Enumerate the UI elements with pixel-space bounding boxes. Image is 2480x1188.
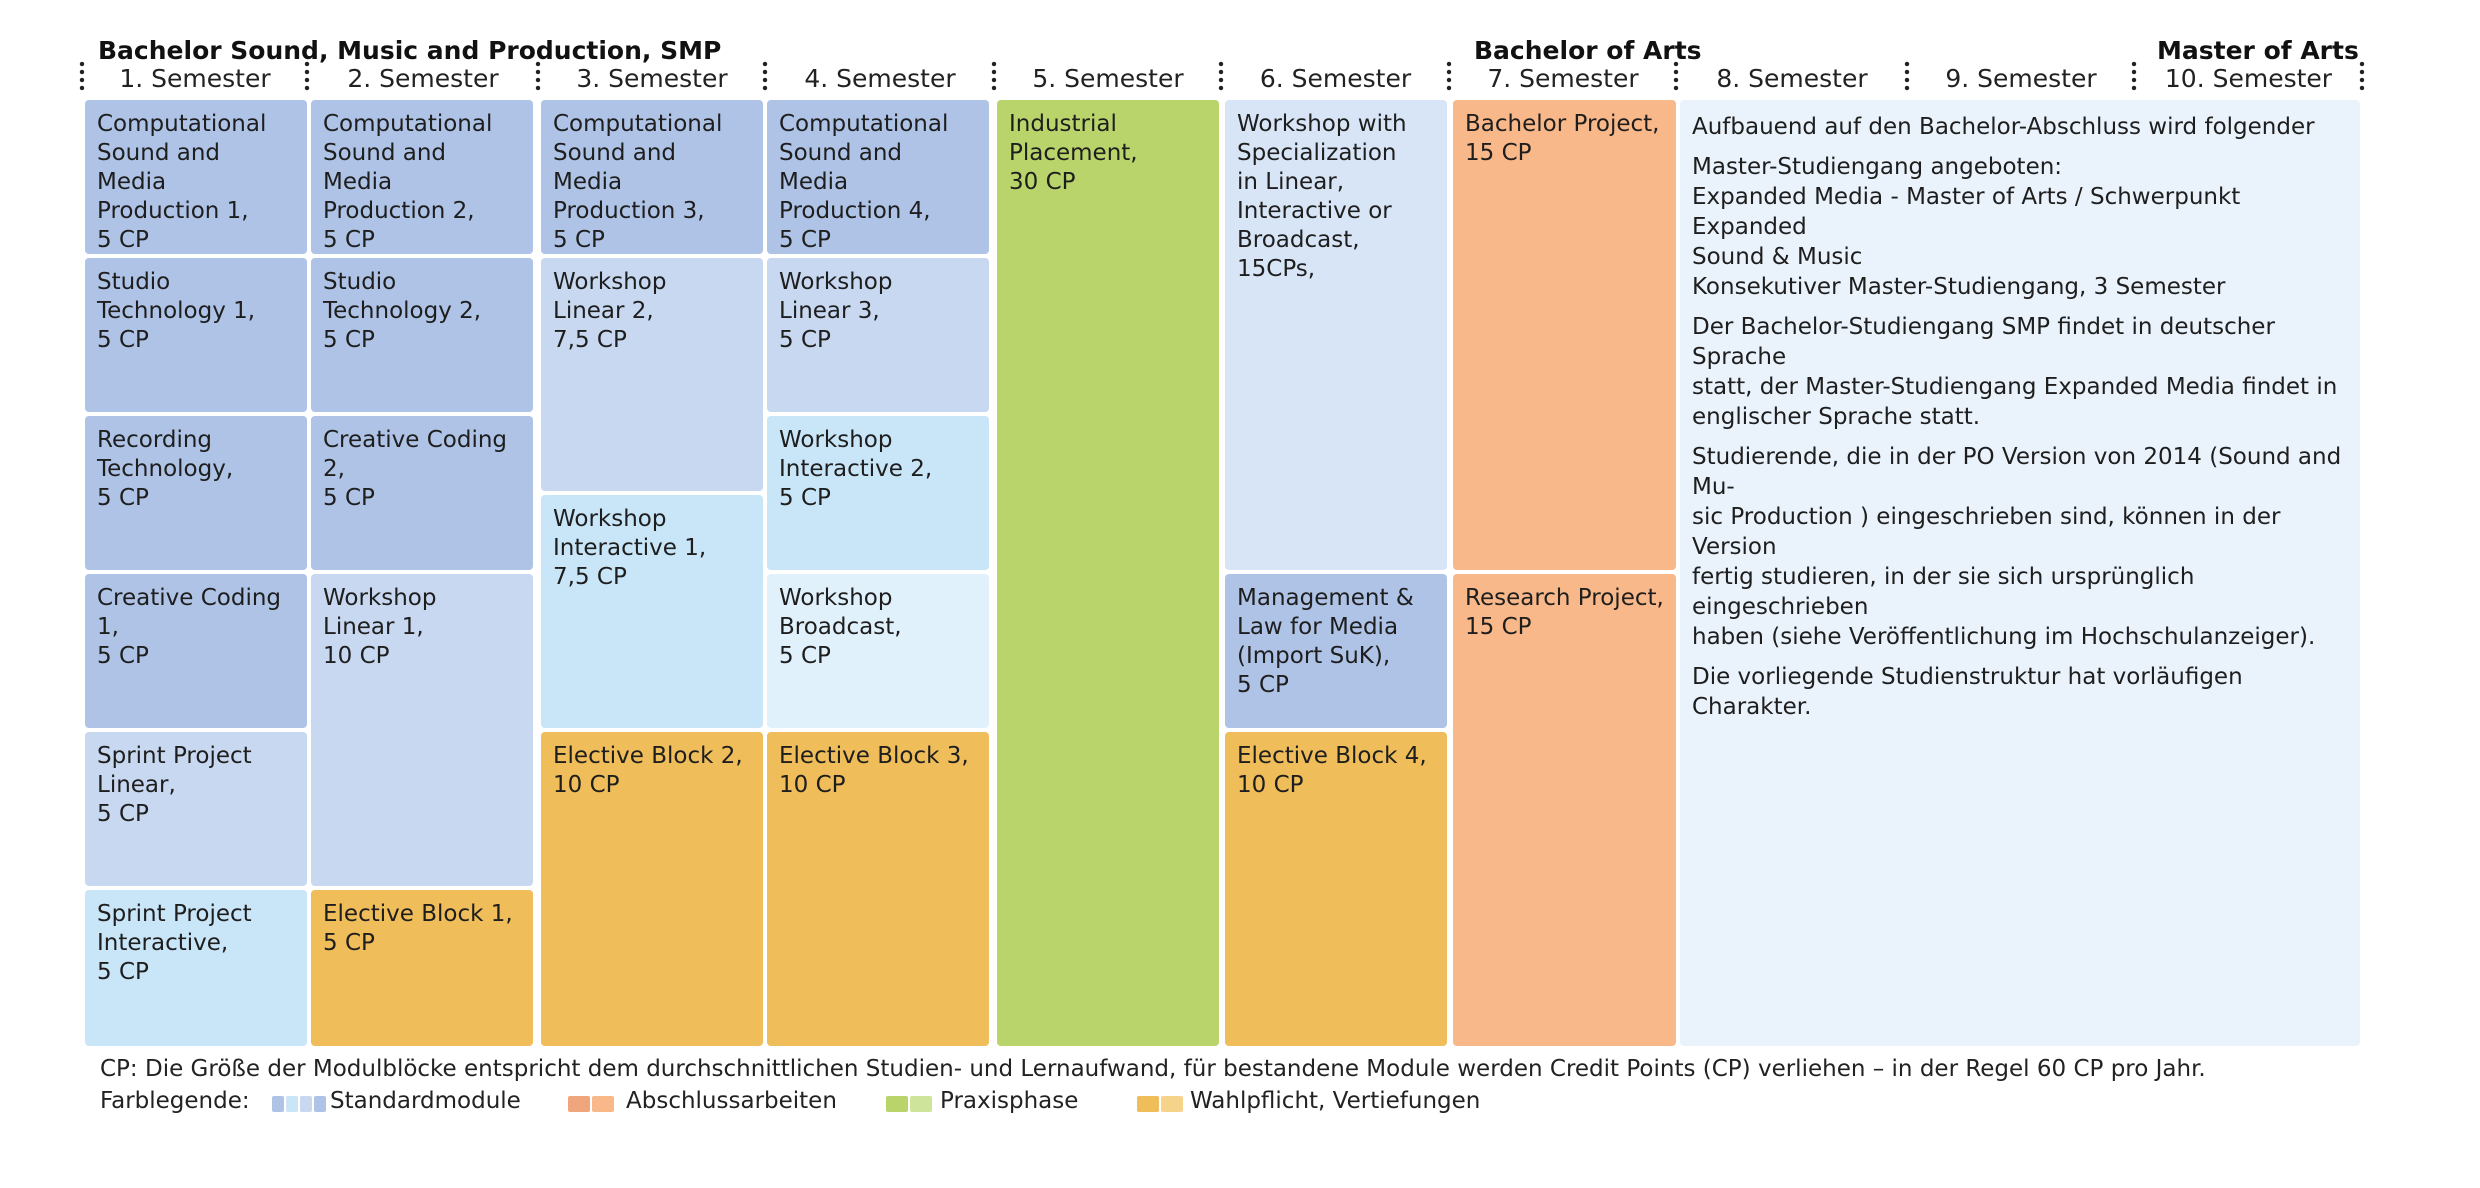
semester-divider: [1904, 60, 1910, 92]
semester-divider: [1218, 60, 1224, 92]
module-bachelor-project: Bachelor Project, 15 CP: [1453, 100, 1676, 570]
master-info-paragraph: Master-Studiengang angeboten: Expanded M…: [1692, 154, 2241, 300]
module-sprint-project-interactive: Sprint Project Interactive, 5 CP: [85, 890, 307, 1046]
legend-practice: Praxisphase: [940, 1088, 1079, 1114]
legend-thesis: Abschlussarbeiten: [626, 1088, 837, 1114]
legend-label: Farblegende:: [100, 1088, 250, 1114]
module-workshop-linear-1: Workshop Linear 1, 10 CP: [311, 574, 533, 886]
legend-swatch-standard: [300, 1096, 312, 1112]
module-elective-block-3: Elective Block 3, 10 CP: [767, 732, 989, 1046]
semester-header-3: 3. Semester: [576, 64, 728, 93]
module-management-law: Management & Law for Media (Import SuK),…: [1225, 574, 1447, 728]
semester-divider: [762, 60, 768, 92]
module-creative-coding-2: Creative Coding 2, 5 CP: [311, 416, 533, 570]
legend-swatch-standard: [314, 1096, 326, 1112]
module-sprint-project-linear: Sprint Project Linear, 5 CP: [85, 732, 307, 886]
semester-header-7: 7. Semester: [1487, 64, 1639, 93]
semester-divider: [1673, 60, 1679, 92]
semester-divider: [79, 60, 85, 92]
legend-standard: Standardmodule: [330, 1088, 521, 1114]
semester-divider: [2359, 60, 2365, 92]
module-studio-technology-1: Studio Technology 1, 5 CP: [85, 258, 307, 412]
semester-header-10: 10. Semester: [2164, 64, 2333, 93]
module-workshop-broadcast: Workshop Broadcast, 5 CP: [767, 574, 989, 728]
semester-header-1: 1. Semester: [119, 64, 271, 93]
master-info-panel: Aufbauend auf den Bachelor-Abschluss wir…: [1680, 100, 2360, 1046]
semester-divider: [304, 60, 310, 92]
module-workshop-linear-2: Workshop Linear 2, 7,5 CP: [541, 258, 763, 491]
semester-divider: [535, 60, 541, 92]
module-industrial-placement: Industrial Placement, 30 CP: [997, 100, 1219, 1046]
legend-swatch-thesis: [592, 1096, 614, 1112]
module-recording-technology: Recording Technology, 5 CP: [85, 416, 307, 570]
module-workshop-interactive-2: Workshop Interactive 2, 5 CP: [767, 416, 989, 570]
master-info-paragraph: Die vorliegende Studienstruktur hat vorl…: [1692, 664, 2243, 720]
semester-header-9: 9. Semester: [1945, 64, 2097, 93]
master-info-paragraph: Studierende, die in der PO Version von 2…: [1692, 444, 2342, 650]
legend-swatch-thesis: [568, 1096, 590, 1112]
module-research-project: Research Project, 15 CP: [1453, 574, 1676, 1046]
semester-divider: [2131, 60, 2137, 92]
semester-header-4: 4. Semester: [804, 64, 956, 93]
module-studio-technology-2: Studio Technology 2, 5 CP: [311, 258, 533, 412]
legend-swatch-practice: [910, 1096, 932, 1112]
module-elective-block-2: Elective Block 2, 10 CP: [541, 732, 763, 1046]
semester-divider: [991, 60, 997, 92]
cp-note: CP: Die Größe der Modulblöcke entspricht…: [100, 1056, 2206, 1082]
master-info-paragraph: Aufbauend auf den Bachelor-Abschluss wir…: [1692, 114, 2315, 140]
legend-swatch-practice: [886, 1096, 908, 1112]
semester-header-6: 6. Semester: [1259, 64, 1412, 93]
module-workshop-interactive-1: Workshop Interactive 1, 7,5 CP: [541, 495, 763, 728]
legend-swatch-standard: [272, 1096, 284, 1112]
module-workshop-linear-3: Workshop Linear 3, 5 CP: [767, 258, 989, 412]
legend-swatch-elective: [1137, 1096, 1159, 1112]
legend-elective: Wahlpflicht, Vertiefungen: [1190, 1088, 1481, 1114]
module-csmp-2: Computational Sound and Media Production…: [311, 100, 533, 254]
module-csmp-1: Computational Sound and Media Production…: [85, 100, 307, 254]
module-elective-block-4: Elective Block 4, 10 CP: [1225, 732, 1447, 1046]
semester-header-8: 8. Semester: [1716, 64, 1868, 93]
module-elective-block-1: Elective Block 1, 5 CP: [311, 890, 533, 1046]
semester-header-5: 5. Semester: [1032, 64, 1184, 93]
module-creative-coding-1: Creative Coding 1, 5 CP: [85, 574, 307, 728]
master-info-paragraph: Der Bachelor-Studiengang SMP findet in d…: [1692, 314, 2338, 430]
program-title: Bachelor Sound, Music and Production, SM…: [98, 36, 722, 65]
module-csmp-4: Computational Sound and Media Production…: [767, 100, 989, 254]
module-csmp-3: Computational Sound and Media Production…: [541, 100, 763, 254]
semester-header-2: 2. Semester: [347, 64, 499, 93]
semester-divider: [1446, 60, 1452, 92]
master-degree-title: Master of Arts: [2157, 36, 2359, 65]
legend-swatch-elective: [1161, 1096, 1183, 1112]
module-workshop-specialization: Workshop with Specialization in Linear, …: [1225, 100, 1447, 570]
bachelor-degree-title: Bachelor of Arts: [1474, 36, 1702, 65]
legend-swatch-standard: [286, 1096, 298, 1112]
